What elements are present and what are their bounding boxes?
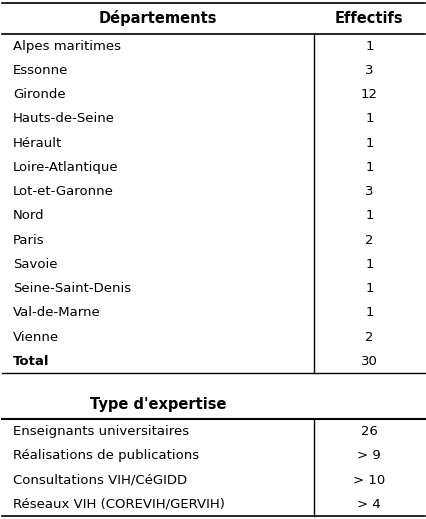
Text: 2: 2 bbox=[364, 331, 373, 344]
Text: 1: 1 bbox=[364, 161, 373, 174]
Text: 30: 30 bbox=[360, 355, 377, 368]
Text: 12: 12 bbox=[360, 88, 377, 101]
Text: 1: 1 bbox=[364, 40, 373, 53]
Text: Lot-et-Garonne: Lot-et-Garonne bbox=[13, 185, 113, 198]
Text: Type d'expertise: Type d'expertise bbox=[89, 398, 226, 413]
Text: > 9: > 9 bbox=[357, 449, 380, 462]
Text: Nord: Nord bbox=[13, 209, 44, 222]
Text: 1: 1 bbox=[364, 113, 373, 126]
Text: Essonne: Essonne bbox=[13, 64, 68, 77]
Text: Gironde: Gironde bbox=[13, 88, 65, 101]
Text: Total: Total bbox=[13, 355, 49, 368]
Text: 3: 3 bbox=[364, 64, 373, 77]
Text: 1: 1 bbox=[364, 136, 373, 149]
Text: Loire-Atlantique: Loire-Atlantique bbox=[13, 161, 118, 174]
Text: 1: 1 bbox=[364, 258, 373, 271]
Text: Paris: Paris bbox=[13, 234, 44, 247]
Text: 1: 1 bbox=[364, 209, 373, 222]
Text: Réseaux VIH (COREVIH/GERVIH): Réseaux VIH (COREVIH/GERVIH) bbox=[13, 498, 224, 511]
Text: Val-de-Marne: Val-de-Marne bbox=[13, 306, 101, 319]
Text: Hauts-de-Seine: Hauts-de-Seine bbox=[13, 113, 115, 126]
Text: 2: 2 bbox=[364, 234, 373, 247]
Text: 1: 1 bbox=[364, 306, 373, 319]
Text: Réalisations de publications: Réalisations de publications bbox=[13, 449, 199, 462]
Text: 1: 1 bbox=[364, 282, 373, 295]
Text: Vienne: Vienne bbox=[13, 331, 59, 344]
Text: 3: 3 bbox=[364, 185, 373, 198]
Text: Départements: Départements bbox=[98, 10, 217, 26]
Text: > 10: > 10 bbox=[352, 473, 385, 486]
Text: Consultations VIH/CéGIDD: Consultations VIH/CéGIDD bbox=[13, 473, 187, 486]
Text: Seine-Saint-Denis: Seine-Saint-Denis bbox=[13, 282, 131, 295]
Text: Effectifs: Effectifs bbox=[334, 11, 403, 26]
Text: Hérault: Hérault bbox=[13, 136, 62, 149]
Text: 26: 26 bbox=[360, 425, 377, 438]
Text: > 4: > 4 bbox=[357, 498, 380, 511]
Text: Alpes maritimes: Alpes maritimes bbox=[13, 40, 121, 53]
Text: Savoie: Savoie bbox=[13, 258, 57, 271]
Text: Enseignants universitaires: Enseignants universitaires bbox=[13, 425, 188, 438]
